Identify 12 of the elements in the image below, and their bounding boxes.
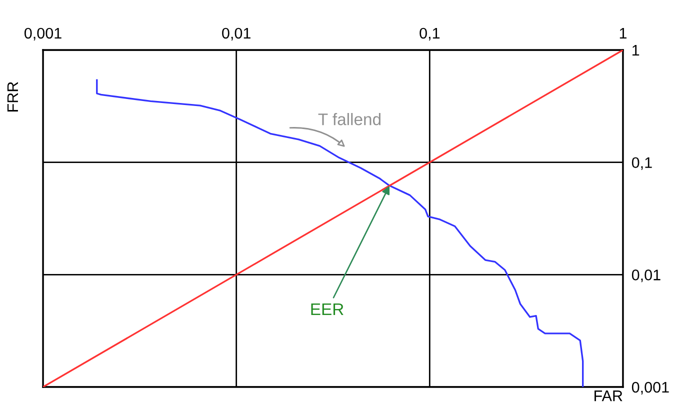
y-tick-label: 0,001	[632, 382, 669, 394]
y-tick-label: 1	[632, 45, 640, 56]
x-tick-label: 0,001	[24, 28, 62, 40]
annotation: EER	[311, 304, 344, 315]
x-axis-title: FAR	[594, 390, 622, 402]
x-tick-label: 1	[620, 28, 627, 38]
y-tick-label: 0,1	[632, 157, 652, 170]
x-tick-label: 0,01	[222, 28, 250, 40]
y-axis-title: FRR	[7, 82, 18, 112]
y-tick-label: 0,01	[632, 270, 660, 282]
x-tick-label: 0,1	[420, 28, 440, 40]
annotation: T fallend	[318, 113, 380, 126]
